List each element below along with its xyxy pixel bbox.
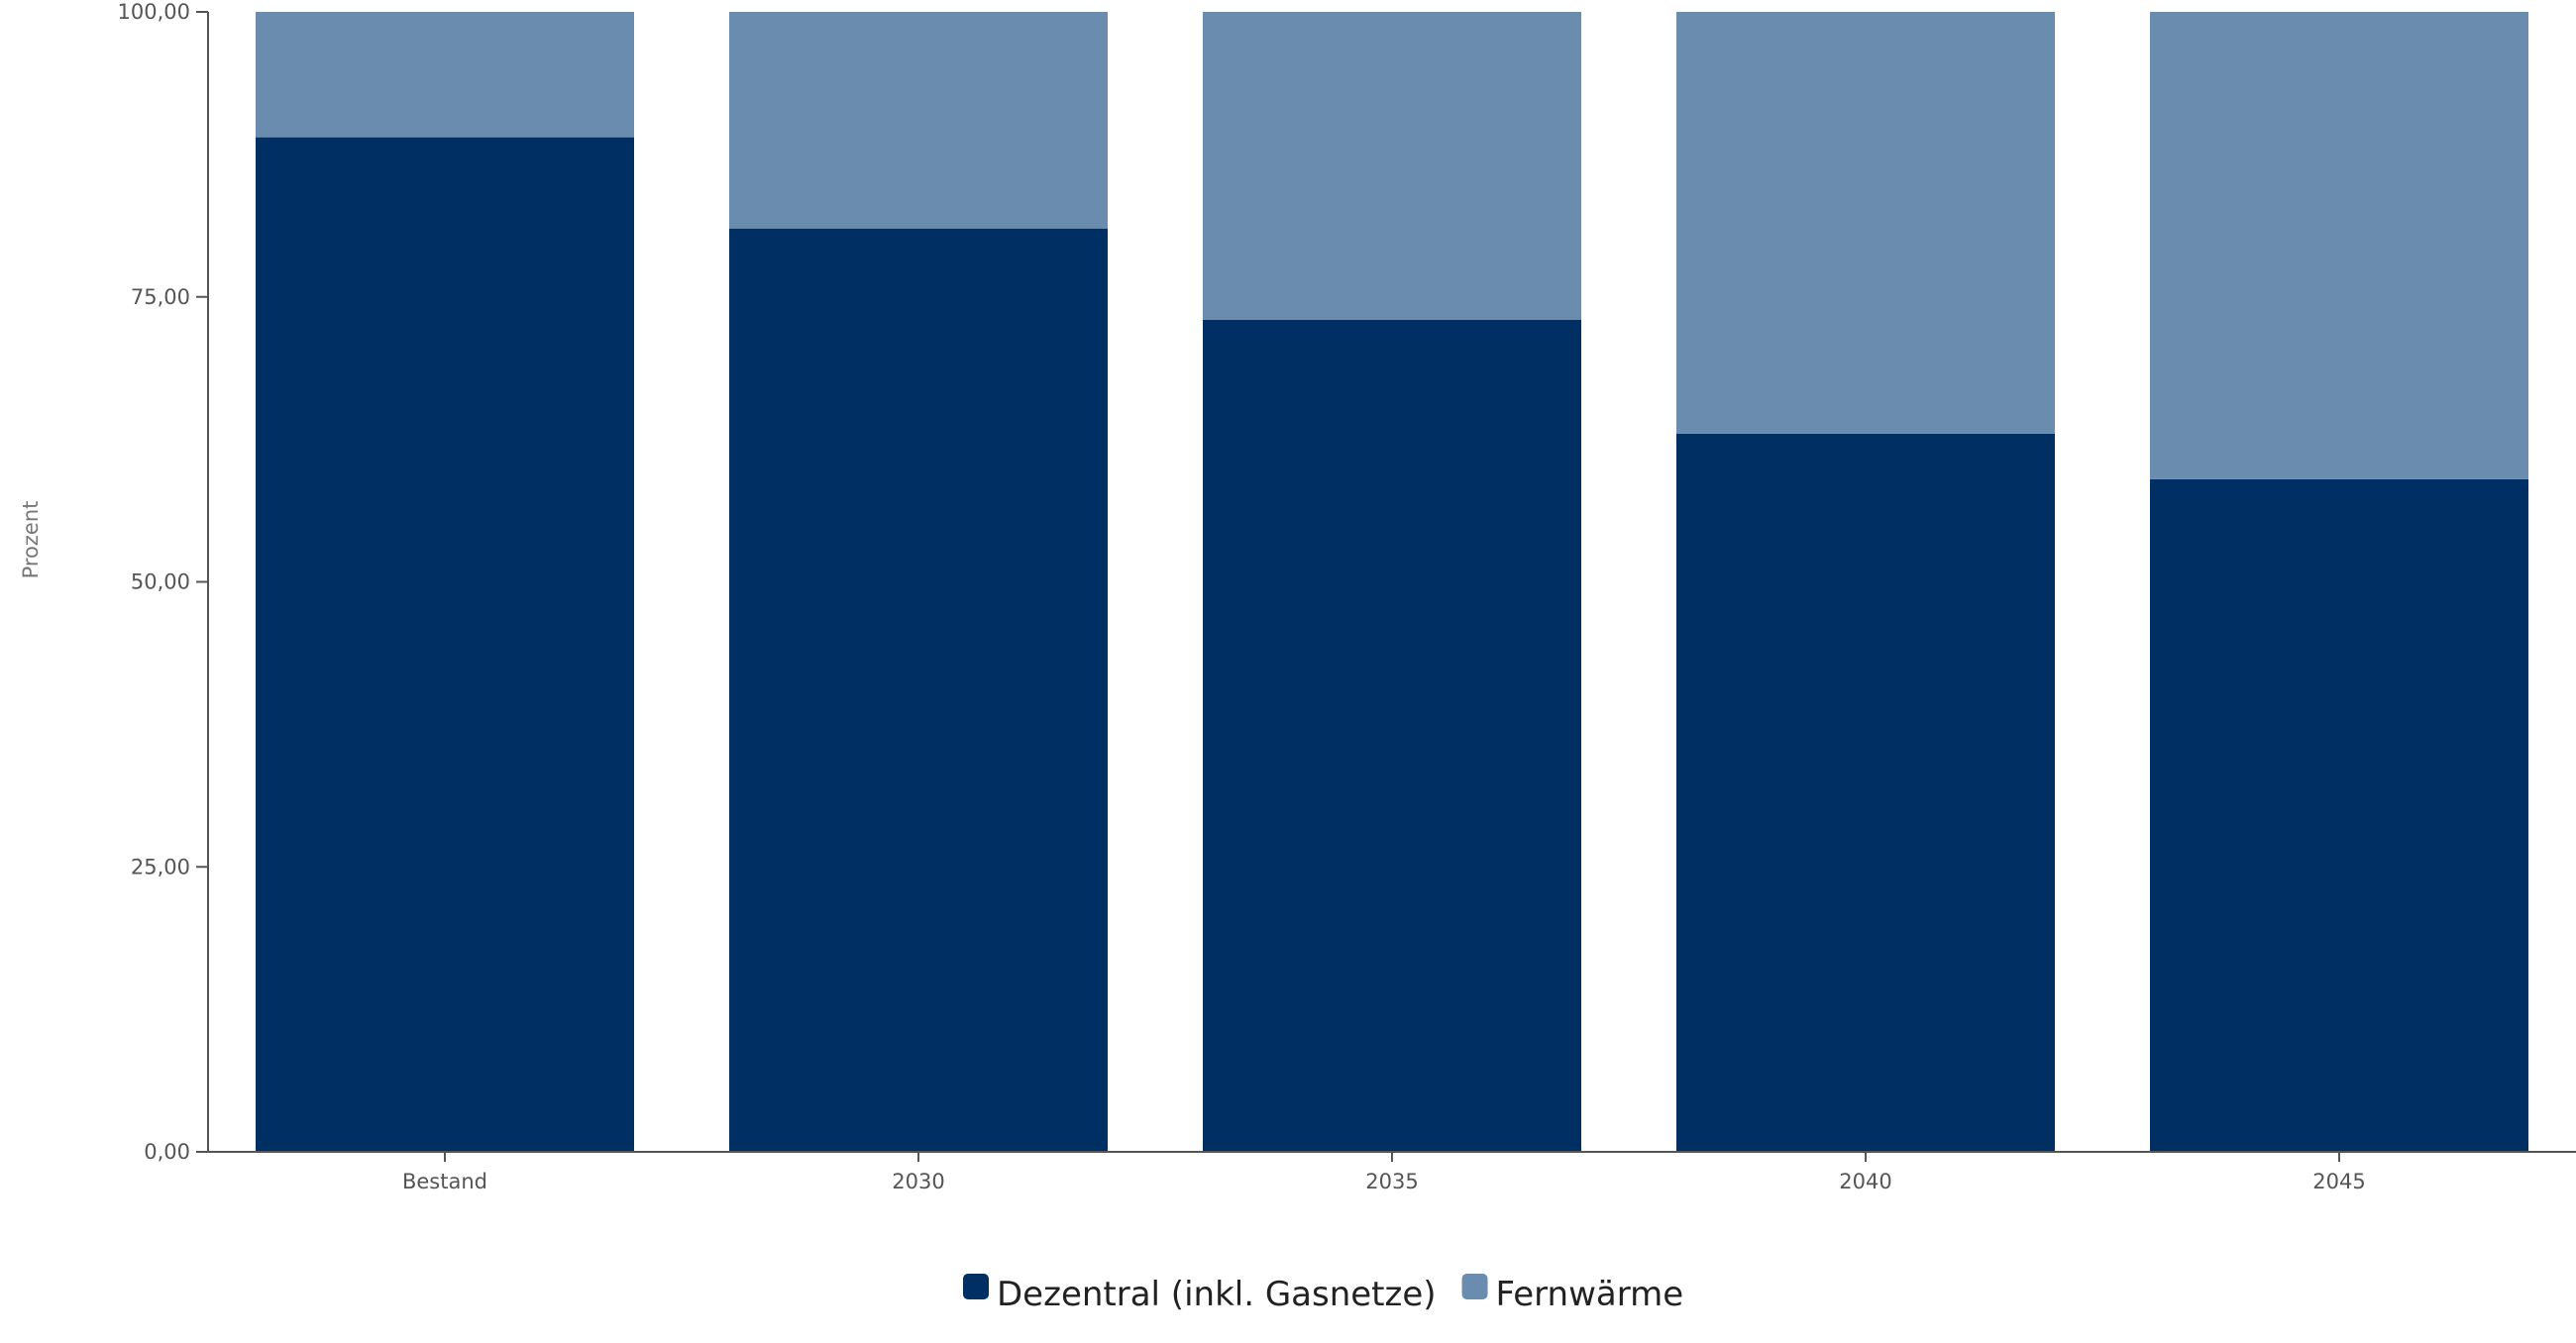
legend-label-dezentral: Dezentral (inkl. Gasnetze) [997,1275,1437,1314]
x-tick-label: 2040 [1839,1170,1891,1193]
bar-dezentral-2030 [729,228,1108,1152]
bar-dezentral-2040 [1676,433,2055,1152]
x-tick-label: 2030 [892,1170,944,1193]
y-tick-label: 25,00 [131,855,190,878]
bar-dezentral-2035 [1203,319,1581,1152]
legend-swatch-fernwaerme [1461,1274,1488,1299]
x-tick-label: Bestand [402,1170,487,1193]
bar-dezentral-2045 [2150,478,2528,1152]
legend: Dezentral (inkl. Gasnetze) Fernwärme [963,1274,1683,1314]
x-axis-ticks: Bestand 2030 2035 2040 2045 [402,1152,2366,1193]
y-tick-label: 100,00 [118,0,190,24]
bar-dezentral-bestand [256,137,634,1153]
y-tick-label: 75,00 [131,285,190,309]
bars-layer [256,12,2528,1153]
legend-swatch-dezentral [963,1274,989,1299]
y-axis-title: Prozent [19,501,43,579]
y-axis-ticks: 0,00 25,00 50,00 75,00 100,00 [118,0,208,1164]
bar-fernwaerme-2040 [1676,12,2055,434]
bar-fernwaerme-bestand [256,12,634,138]
bar-fernwaerme-2035 [1203,12,1581,320]
y-tick-label: 0,00 [144,1140,190,1164]
x-tick-label: 2035 [1365,1170,1418,1193]
bar-fernwaerme-2030 [729,12,1108,229]
legend-label-fernwaerme: Fernwärme [1496,1275,1684,1314]
x-tick-label: 2045 [2312,1170,2365,1193]
y-tick-label: 50,00 [131,570,190,594]
bar-fernwaerme-2045 [2150,12,2528,479]
